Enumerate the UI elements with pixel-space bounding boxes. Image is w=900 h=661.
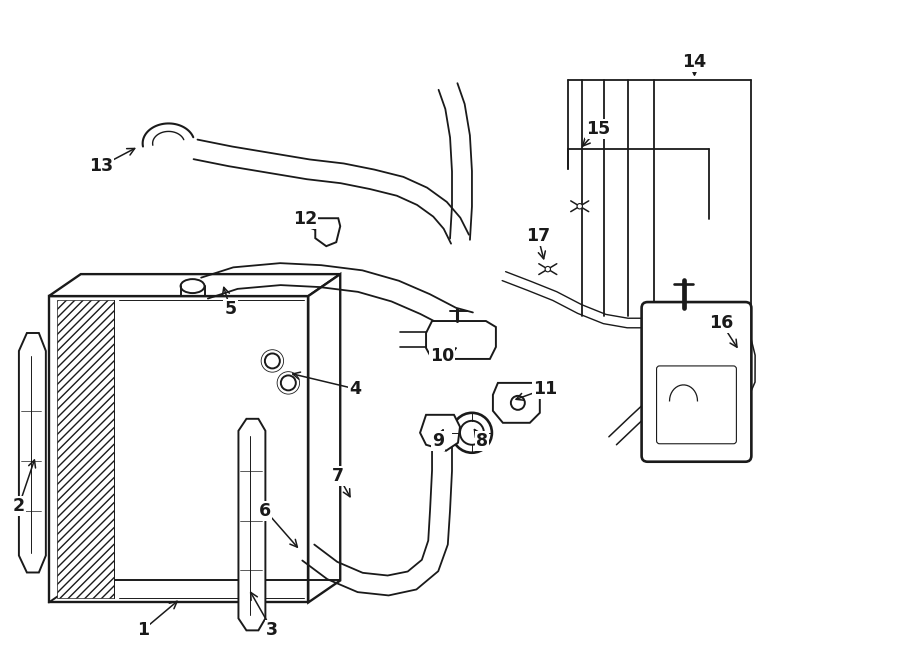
Text: 7: 7: [332, 467, 344, 485]
Polygon shape: [493, 383, 540, 423]
Text: 2: 2: [13, 496, 25, 515]
Text: 8: 8: [476, 432, 488, 449]
Circle shape: [577, 204, 582, 209]
Text: 10: 10: [430, 347, 454, 365]
Polygon shape: [238, 419, 266, 631]
Text: 13: 13: [89, 157, 112, 175]
Text: 11: 11: [533, 380, 557, 398]
Circle shape: [452, 413, 492, 453]
Polygon shape: [49, 274, 340, 296]
Text: 5: 5: [224, 300, 237, 318]
Polygon shape: [57, 300, 113, 598]
Ellipse shape: [181, 279, 204, 293]
Polygon shape: [420, 415, 460, 451]
Text: 15: 15: [586, 120, 610, 138]
Polygon shape: [426, 321, 496, 359]
Circle shape: [265, 354, 280, 368]
Circle shape: [511, 396, 525, 410]
Circle shape: [545, 266, 551, 272]
Text: 6: 6: [259, 502, 272, 520]
Circle shape: [281, 375, 296, 391]
Text: 3: 3: [266, 621, 278, 639]
Polygon shape: [315, 218, 340, 246]
Polygon shape: [49, 296, 309, 602]
Circle shape: [460, 421, 484, 445]
Text: 12: 12: [293, 210, 318, 228]
Polygon shape: [19, 333, 46, 572]
Text: 16: 16: [709, 314, 734, 332]
Text: 17: 17: [526, 227, 550, 245]
Text: 4: 4: [349, 380, 361, 398]
FancyBboxPatch shape: [642, 302, 751, 462]
Text: 1: 1: [137, 621, 148, 639]
Text: 9: 9: [432, 432, 444, 449]
Text: 14: 14: [682, 53, 707, 71]
Polygon shape: [309, 274, 340, 602]
